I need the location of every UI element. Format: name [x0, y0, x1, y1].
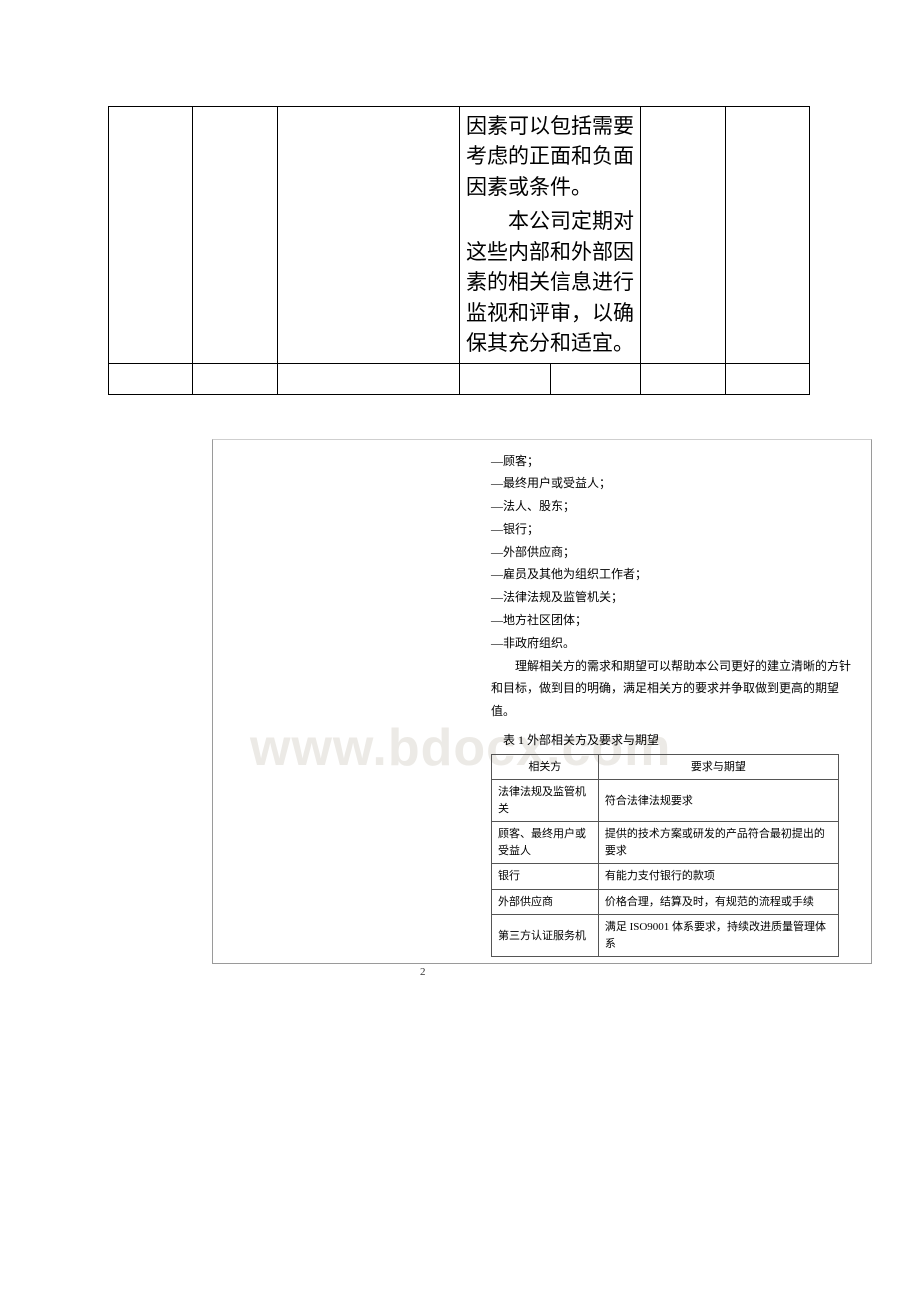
cell: 银行 [492, 864, 599, 890]
top-table: 因素可以包括需要考虑的正面和负面因素或条件。 本公司定期对这些内部和外部因素的相… [108, 106, 810, 395]
embedded-paragraph: 理解相关方的需求和期望可以帮助本公司更好的建立清晰的方针和目标，做到目的明确，满… [491, 655, 853, 723]
cell: 价格合理，结算及时，有规范的流程或手续 [598, 889, 838, 915]
cell-empty [277, 107, 459, 364]
bullet-line: —最终用户或受益人； [491, 472, 853, 495]
cell-empty [725, 363, 809, 394]
bullet-line: —非政府组织。 [491, 632, 853, 655]
header-cell: 要求与期望 [598, 754, 838, 780]
embedded-page: —顾客； —最终用户或受益人； —法人、股东； —银行； —外部供应商； —雇员… [212, 439, 872, 965]
table-row: 银行 有能力支付银行的款项 [492, 864, 839, 890]
bullet-line: —顾客； [491, 450, 853, 473]
bullet-line: —银行； [491, 518, 853, 541]
bullet-line: —雇员及其他为组织工作者； [491, 563, 853, 586]
cell: 满足 ISO9001 体系要求，持续改进质量管理体系 [598, 915, 838, 957]
table-row: 法律法规及监管机关 符合法律法规要求 [492, 780, 839, 822]
document-page: www.bdocx.com 因素可以包括需要考虑的正面和负面因素或条件。 本公司… [0, 106, 920, 978]
page-number: 2 [420, 966, 920, 978]
cell: 提供的技术方案或研发的产品符合最初提出的要求 [598, 822, 838, 864]
table-row: 第三方认证服务机 满足 ISO9001 体系要求，持续改进质量管理体系 [492, 915, 839, 957]
table-row [109, 363, 810, 394]
inner-table-caption: 表 1 外部相关方及要求与期望 [491, 729, 853, 752]
table-row: 顾客、最终用户或受益人 提供的技术方案或研发的产品符合最初提出的要求 [492, 822, 839, 864]
cell-main-text: 因素可以包括需要考虑的正面和负面因素或条件。 本公司定期对这些内部和外部因素的相… [459, 107, 640, 364]
cell-empty [277, 363, 459, 394]
bullet-line: —法人、股东； [491, 495, 853, 518]
cell-empty [109, 363, 193, 394]
cell: 有能力支付银行的款项 [598, 864, 838, 890]
bullet-line: —地方社区团体； [491, 609, 853, 632]
paragraph-2: 本公司定期对这些内部和外部因素的相关信息进行监视和评审，以确保其充分和适宜。 [466, 206, 634, 358]
embedded-content: —顾客； —最终用户或受益人； —法人、股东； —银行； —外部供应商； —雇员… [213, 440, 871, 964]
table-row: 因素可以包括需要考虑的正面和负面因素或条件。 本公司定期对这些内部和外部因素的相… [109, 107, 810, 364]
cell-empty [641, 107, 725, 364]
cell: 符合法律法规要求 [598, 780, 838, 822]
cell: 第三方认证服务机 [492, 915, 599, 957]
cell-empty [109, 107, 193, 364]
cell-empty [725, 107, 809, 364]
table-header-row: 相关方 要求与期望 [492, 754, 839, 780]
cell: 顾客、最终用户或受益人 [492, 822, 599, 864]
bullet-line: —外部供应商； [491, 541, 853, 564]
cell-empty [193, 107, 277, 364]
inner-table: 相关方 要求与期望 法律法规及监管机关 符合法律法规要求 顾客、最终用户或受益人… [491, 754, 839, 958]
cell-empty [550, 363, 641, 394]
header-cell: 相关方 [492, 754, 599, 780]
cell-empty [459, 363, 550, 394]
cell: 外部供应商 [492, 889, 599, 915]
cell: 法律法规及监管机关 [492, 780, 599, 822]
table-row: 外部供应商 价格合理，结算及时，有规范的流程或手续 [492, 889, 839, 915]
paragraph-1: 因素可以包括需要考虑的正面和负面因素或条件。 [466, 114, 634, 199]
cell-empty [193, 363, 277, 394]
cell-empty [641, 363, 725, 394]
bullet-line: —法律法规及监管机关； [491, 586, 853, 609]
